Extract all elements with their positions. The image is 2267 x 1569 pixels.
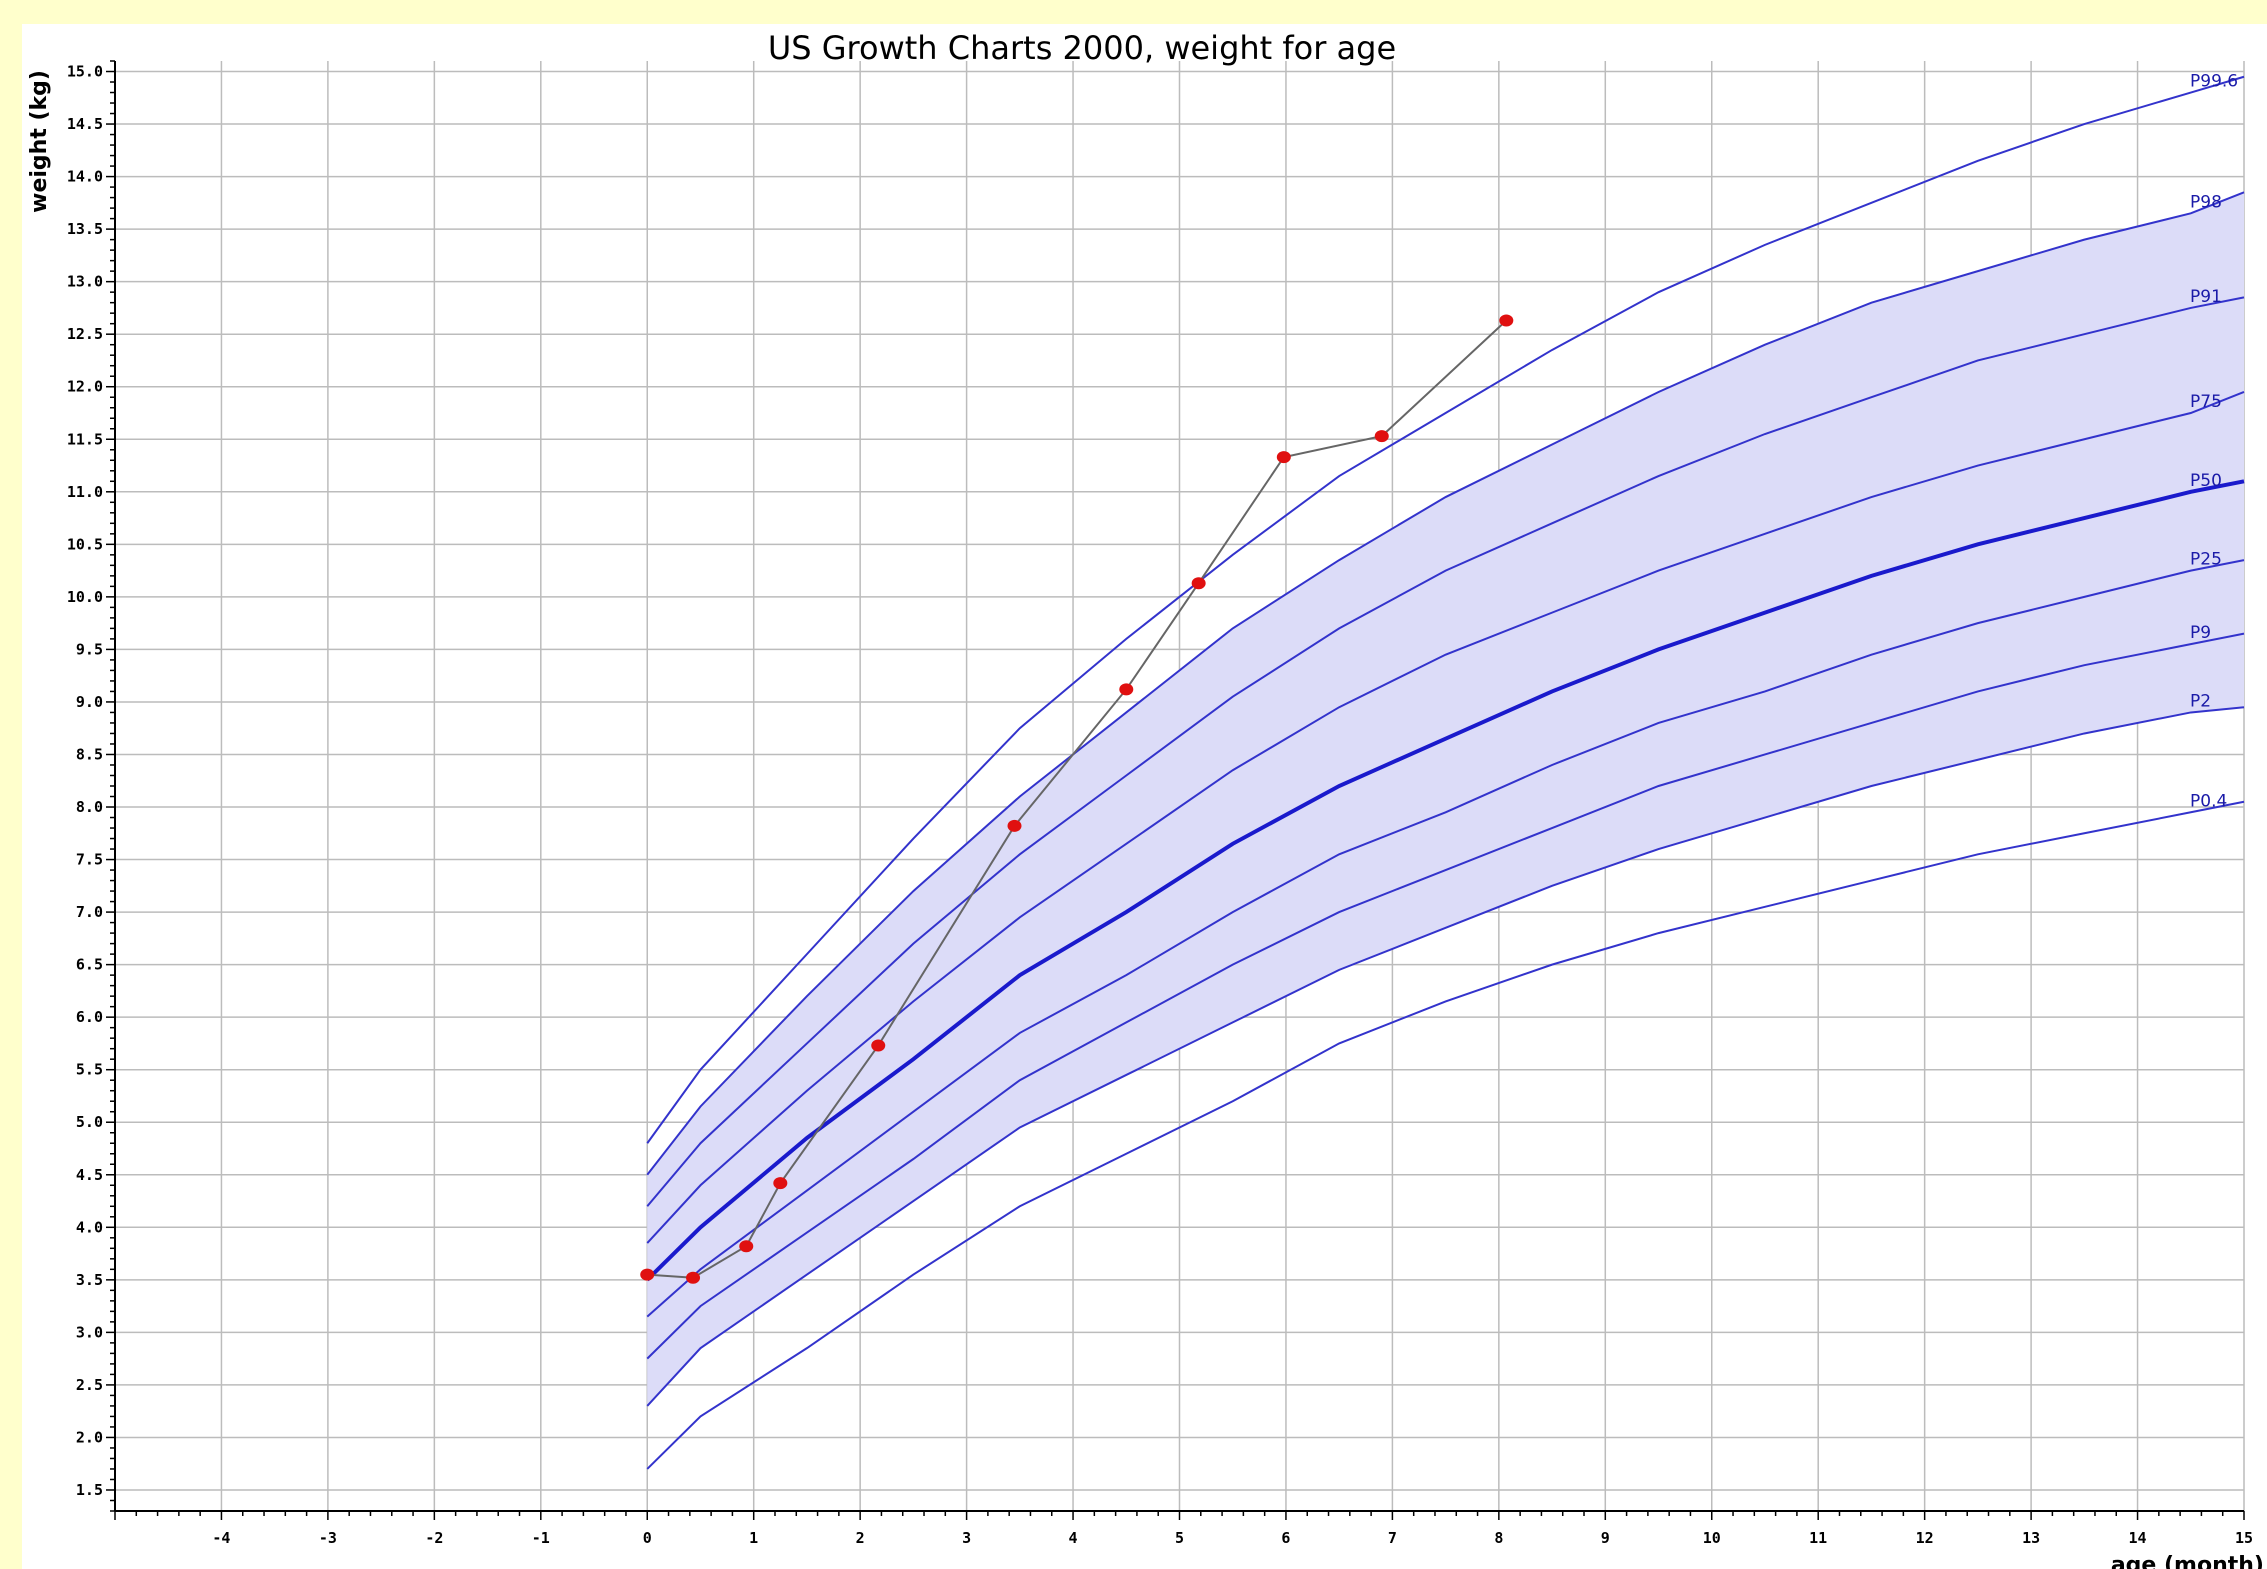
y-tick-label: 1.5	[76, 1481, 103, 1499]
x-tick-label: 3	[962, 1529, 971, 1547]
x-tick-label: 13	[2022, 1529, 2040, 1547]
x-tick-label: 12	[1916, 1529, 1934, 1547]
x-tick-label: -3	[319, 1529, 337, 1547]
x-tick-label: 7	[1388, 1529, 1397, 1547]
y-tick-label: 7.5	[76, 851, 103, 869]
y-tick-label: 8.5	[76, 745, 103, 763]
x-tick-label: 9	[1601, 1529, 1610, 1547]
curve-label: P0.4	[2190, 791, 2227, 811]
x-tick-label: 2	[856, 1529, 865, 1547]
measurement-point	[640, 1268, 655, 1281]
x-tick-label: 4	[1069, 1529, 1078, 1547]
y-axis-label: weight (kg)	[27, 70, 52, 213]
y-tick-label: 2.0	[76, 1428, 103, 1446]
percentile-curves	[645, 75, 2245, 1470]
y-tick-label: 3.0	[76, 1323, 103, 1341]
y-tick-label: 10.0	[67, 588, 103, 606]
percentile-labels: P99.6 P98 P91 P75 P50 P25 P9 P2 P0.4	[2190, 72, 2238, 812]
x-tick-label: 6	[1281, 1529, 1290, 1547]
y-tick-label: 5.5	[76, 1061, 103, 1079]
percentile-curve-p2	[646, 706, 2245, 1407]
y-tick-label: 14.0	[67, 168, 103, 186]
measurement-point	[1499, 314, 1514, 327]
x-tick-label: 0	[643, 1529, 652, 1547]
y-tick-label: 4.5	[76, 1166, 103, 1184]
y-tick-label: 12.5	[67, 325, 103, 343]
y-tick-label: 13.0	[67, 273, 103, 291]
growth-chart: US Growth Charts 2000, weight for age we…	[27, 29, 2264, 1569]
measurement-point	[1191, 577, 1206, 590]
y-tick-label: 4.0	[76, 1218, 103, 1236]
axes: -4 -3 -2 -1 0 1 2 3 4 5 6 7 8 9 10 11 12 13 14 151.52.02.53…	[67, 60, 2253, 1547]
x-tick-label: 15	[2235, 1529, 2253, 1547]
measurement-point	[1374, 430, 1389, 443]
percentile-curve-p98	[646, 191, 2245, 1176]
percentile-curve-p50	[645, 479, 2245, 1282]
chart-frame: US Growth Charts 2000, weight for age we…	[22, 24, 2267, 1569]
y-tick-label: 9.0	[76, 693, 103, 711]
measurement-point	[686, 1271, 701, 1284]
measurement-point	[1007, 819, 1022, 832]
y-tick-label: 8.0	[76, 798, 103, 816]
y-tick-label: 5.0	[76, 1113, 103, 1131]
y-tick-label: 14.5	[67, 115, 103, 133]
curve-label: P25	[2190, 550, 2222, 570]
percentile-curve-p0-4	[646, 800, 2245, 1470]
percentile-curve-p91	[646, 296, 2245, 1207]
y-tick-label: 15.0	[67, 63, 103, 81]
measurement-point	[1276, 451, 1291, 464]
curve-label: P91	[2190, 287, 2222, 307]
patient-measurements	[640, 314, 1514, 1284]
measurement-point	[1119, 683, 1134, 696]
x-tick-label: 11	[1809, 1529, 1827, 1547]
measurement-point	[773, 1177, 788, 1190]
percentile-curve-p25	[646, 559, 2245, 1318]
x-tick-label: 14	[2129, 1529, 2147, 1547]
percentile-curve-p9	[646, 632, 2245, 1360]
curve-label: P99.6	[2190, 72, 2238, 92]
y-tick-label: 11.5	[67, 430, 103, 448]
y-tick-label: 10.5	[67, 535, 103, 553]
curve-label: P50	[2190, 471, 2222, 491]
measurement-point	[739, 1240, 754, 1253]
percentile-curve-p99-6	[646, 75, 2245, 1144]
x-tick-label: -1	[532, 1529, 550, 1547]
curve-label: P98	[2190, 192, 2222, 212]
y-tick-label: 7.0	[76, 903, 103, 921]
percentile-curve-p75	[646, 391, 2245, 1244]
x-tick-label: 8	[1494, 1529, 1503, 1547]
y-tick-label: 13.5	[67, 220, 103, 238]
y-tick-label: 3.5	[76, 1271, 103, 1289]
y-tick-label: 11.0	[67, 483, 103, 501]
y-tick-label: 9.5	[76, 640, 103, 658]
y-tick-label: 2.5	[76, 1376, 103, 1394]
chart-title: US Growth Charts 2000, weight for age	[768, 29, 1396, 67]
curve-label: P2	[2190, 691, 2211, 711]
y-tick-label: 6.0	[76, 1008, 103, 1026]
band-area	[647, 192, 2244, 1406]
curve-label: P9	[2190, 623, 2211, 643]
x-tick-label: -4	[212, 1529, 230, 1547]
x-axis-label: age (month)	[2111, 1553, 2264, 1569]
x-tick-label: -2	[425, 1529, 443, 1547]
y-tick-label: 6.5	[76, 956, 103, 974]
percentile-band	[647, 192, 2244, 1406]
x-tick-label: 10	[1703, 1529, 1721, 1547]
measurement-point	[871, 1039, 886, 1052]
y-tick-label: 12.0	[67, 378, 103, 396]
x-tick-label: 1	[749, 1529, 758, 1547]
curve-label: P75	[2190, 392, 2222, 412]
x-tick-label: 5	[1175, 1529, 1184, 1547]
